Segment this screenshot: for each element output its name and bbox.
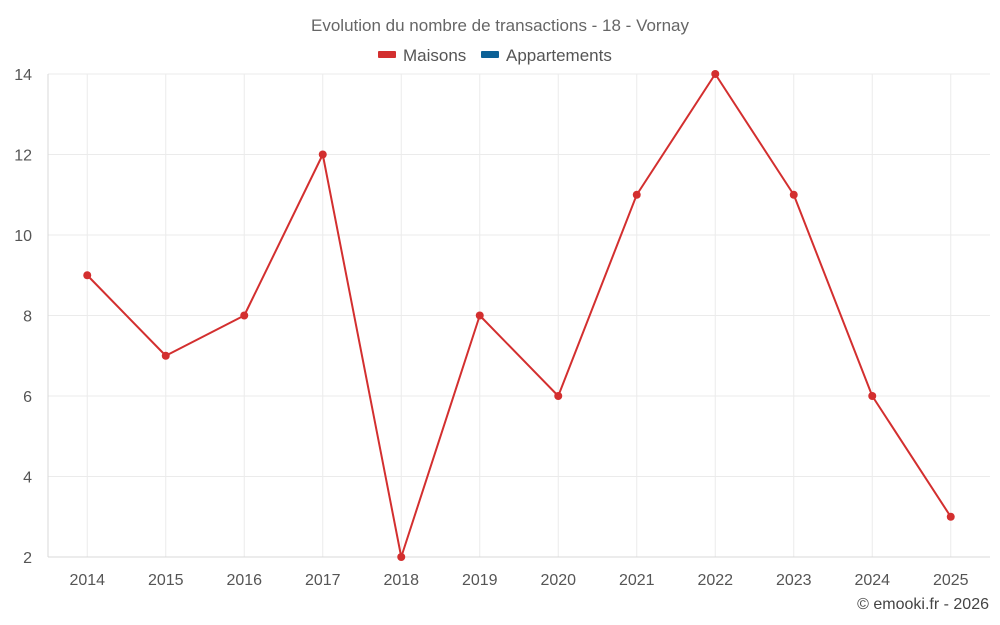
chart-grid xyxy=(48,73,990,557)
x-tick-label: 2025 xyxy=(933,572,969,589)
data-point-maisons[interactable] xyxy=(868,392,877,400)
x-tick-label: 2021 xyxy=(619,572,655,589)
data-point-maisons[interactable] xyxy=(789,190,798,199)
data-point-maisons[interactable] xyxy=(318,150,327,159)
data-point-maisons[interactable] xyxy=(475,311,484,320)
y-tick-label: 2 xyxy=(23,550,32,567)
x-tick-label: 2014 xyxy=(69,572,105,589)
x-tick-label: 2017 xyxy=(305,572,341,589)
x-tick-label: 2023 xyxy=(776,572,812,589)
y-tick-label: 6 xyxy=(23,389,32,406)
x-tick-label: 2020 xyxy=(540,572,576,589)
chart-title: Evolution du nombre de transactions - 18… xyxy=(311,16,689,35)
data-point-maisons[interactable] xyxy=(632,190,641,199)
series-layer xyxy=(83,70,955,561)
x-axis: 2014 2015 2016 2017 2018 2019 2020 2021 2022 2023… xyxy=(48,556,990,589)
data-point-maisons[interactable] xyxy=(946,512,955,521)
y-tick-label: 14 xyxy=(14,67,32,84)
legend-label-maisons[interactable]: Maisons xyxy=(403,46,466,65)
x-tick-label: 2015 xyxy=(148,572,184,589)
legend-swatch-maisons xyxy=(378,51,396,58)
data-point-maisons[interactable] xyxy=(554,392,563,400)
chart-legend: Maisons Appartements xyxy=(378,46,612,65)
copyright-credit: © emooki.fr - 2026 xyxy=(857,596,989,613)
data-point-maisons[interactable] xyxy=(397,553,406,561)
data-point-maisons[interactable] xyxy=(240,311,249,320)
x-tick-label: 2024 xyxy=(854,572,890,589)
y-tick-label: 10 xyxy=(14,228,32,245)
legend-swatch-appartements xyxy=(481,51,499,58)
series-line-maisons xyxy=(86,73,952,558)
data-point-maisons[interactable] xyxy=(161,351,170,360)
data-point-maisons[interactable] xyxy=(83,271,92,280)
y-tick-label: 4 xyxy=(23,470,32,487)
y-tick-label: 12 xyxy=(14,148,32,165)
x-tick-label: 2016 xyxy=(226,572,262,589)
x-tick-label: 2018 xyxy=(383,572,419,589)
x-tick-label: 2019 xyxy=(462,572,498,589)
legend-label-appartements[interactable]: Appartements xyxy=(506,46,612,65)
x-tick-label: 2022 xyxy=(697,572,733,589)
y-axis: 2 4 6 8 10 12 14 xyxy=(14,67,49,567)
y-tick-label: 8 xyxy=(23,309,32,326)
data-point-maisons[interactable] xyxy=(711,70,720,78)
